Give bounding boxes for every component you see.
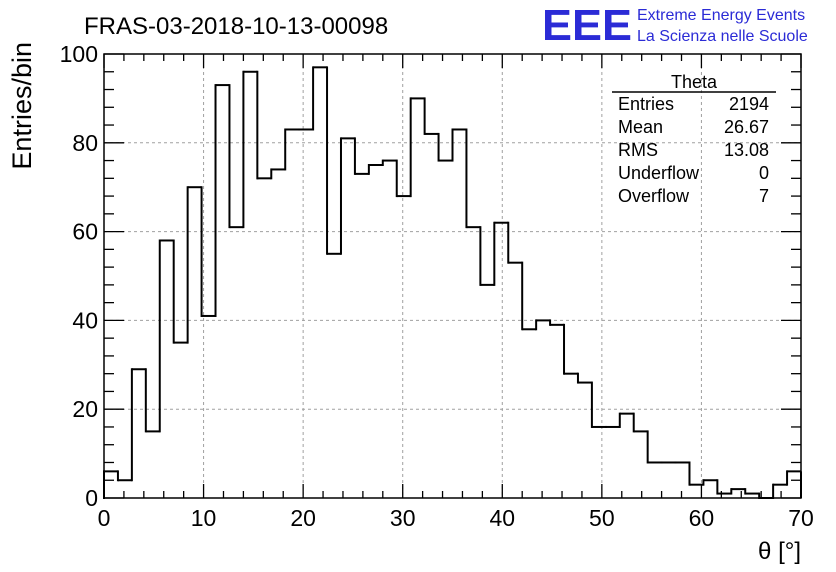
stats-row-label: RMS [618,140,658,160]
y-tick-label: 100 [60,41,98,67]
stats-row-value: 13.08 [724,140,769,160]
x-axis-label: θ [°] [758,538,801,565]
x-tick-label: 60 [689,505,715,531]
stats-box-rows: Entries 2194 Mean 26.67 RMS 13.08 Underflow 0 Ov… [618,94,769,206]
y-tick-label: 40 [72,307,98,333]
grid-lines [104,54,801,498]
stats-row-value: 0 [759,163,769,183]
histogram-series [103,66,802,499]
stats-row-label: Overflow [618,186,690,206]
stats-box: Theta Entries 2194 Mean 26.67 RMS 13.08 Underf… [612,72,776,206]
x-tick-label: 20 [290,505,316,531]
stats-row-value: 7 [759,186,769,206]
stats-row-label: Underflow [618,163,700,183]
eee-logo: EEE Extreme Energy Events La Scienza nel… [542,1,808,50]
axis-ticks [103,53,802,499]
plot-frame [103,53,802,499]
stats-row-label: Mean [618,117,663,137]
y-axis-label: Entries/bin [7,42,37,170]
y-tick-label: 0 [85,485,98,511]
x-tick-label: 50 [589,505,615,531]
stats-box-title: Theta [671,72,718,92]
eee-logo-line2: La Scienza nelle Scuole [637,28,808,45]
x-tick-label: 10 [191,505,217,531]
stats-row-value: 26.67 [724,117,769,137]
run-title: FRAS-03-2018-10-13-00098 [84,13,388,40]
eee-logo-line1: Extreme Energy Events [637,7,805,24]
x-tick-label: 40 [489,505,515,531]
stats-row-value: 2194 [729,94,769,114]
stats-row-label: Entries [618,94,674,114]
y-tick-label: 20 [72,396,98,422]
x-tick-label: 30 [390,505,416,531]
x-tick-label: 0 [98,505,111,531]
y-tick-label: 60 [72,219,98,245]
x-tick-label: 70 [788,505,814,531]
eee-logo-mark: EEE [542,1,632,50]
y-tick-label: 80 [72,130,98,156]
